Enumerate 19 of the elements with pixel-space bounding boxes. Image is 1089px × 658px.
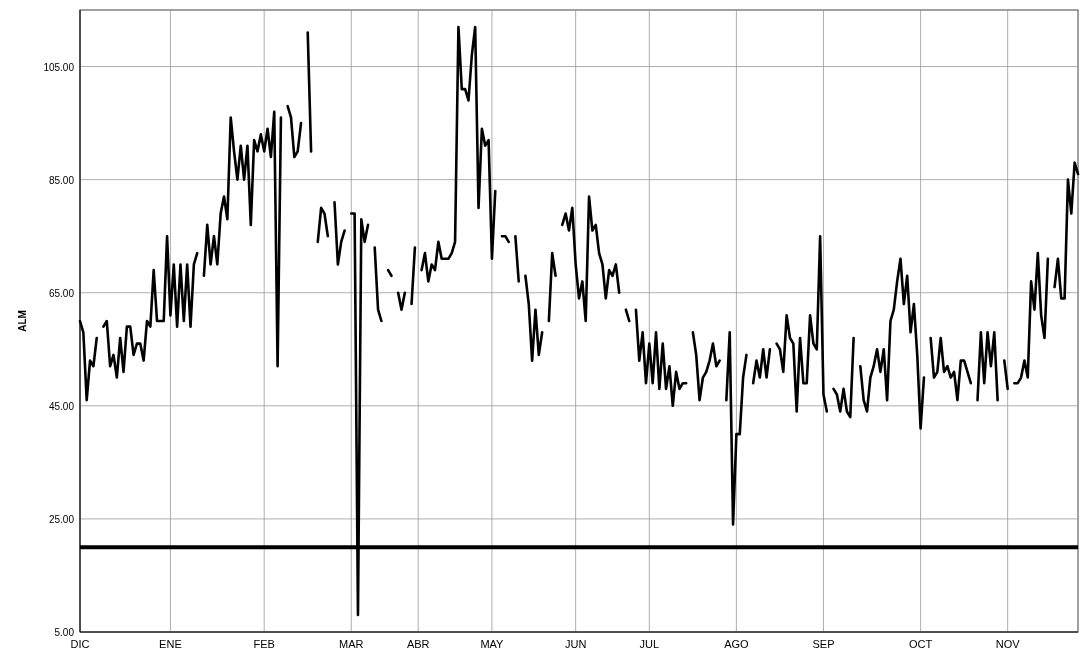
x-tick-label: SEP (812, 638, 835, 650)
x-tick-label: AGO (724, 638, 750, 650)
y-axis-title: ALM (17, 310, 28, 332)
y-tick-label: 5.00 (54, 627, 75, 638)
y-tick-label: 65.00 (48, 287, 75, 299)
x-tick-label: JUN (564, 638, 587, 650)
y-tick-label: 105.00 (43, 61, 75, 73)
y-tick-label: 25.00 (48, 513, 75, 525)
x-tick-label: NOV (995, 638, 1021, 650)
x-tick-label: ABR (406, 638, 430, 650)
x-tick-label: OCT (908, 638, 933, 650)
x-tick-label: ENE (159, 638, 182, 650)
x-tick-label: JUL (639, 638, 660, 650)
x-tick-label: DIC (70, 638, 90, 650)
y-tick-label: 45.00 (48, 400, 75, 412)
x-tick-label: FEB (253, 638, 275, 650)
y-tick-label: 85.00 (48, 174, 75, 186)
x-tick-label: MAR (339, 638, 364, 650)
x-tick-label: MAY (480, 638, 505, 650)
